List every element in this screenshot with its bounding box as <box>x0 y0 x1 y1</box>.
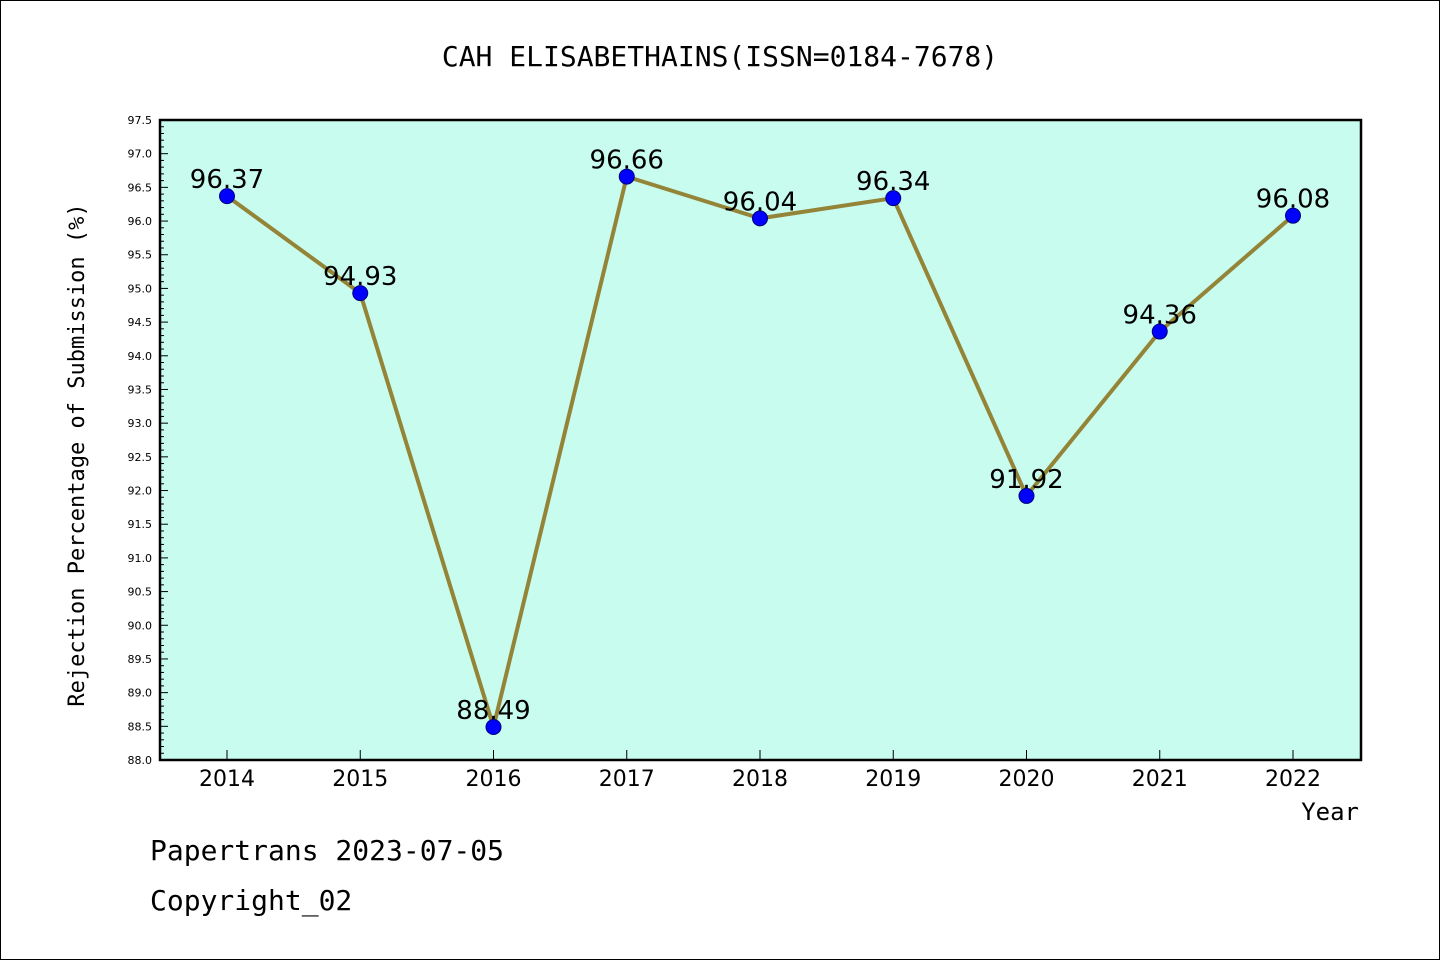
data-point-marker <box>752 210 768 227</box>
y-tick-label: 96.5 <box>128 181 153 194</box>
data-point-label: 94.36 <box>1123 301 1197 331</box>
x-tick-label: 2021 <box>1132 767 1188 792</box>
y-tick-label: 94.0 <box>128 350 153 363</box>
y-tick-label: 89.0 <box>128 687 153 700</box>
series-markers <box>219 168 1301 735</box>
data-point-marker <box>618 168 635 185</box>
data-point-label: 96.37 <box>190 165 264 195</box>
data-point-label: 88.49 <box>456 696 530 726</box>
x-tick-label: 2019 <box>865 767 921 792</box>
data-point-label: 96.04 <box>723 187 797 217</box>
data-point-label: 91.92 <box>989 465 1063 495</box>
y-tick-label: 90.5 <box>128 586 153 599</box>
footer-copyright: Copyright_02 <box>150 884 353 917</box>
data-point-marker <box>219 188 235 205</box>
y-tick-label: 92.0 <box>128 485 153 498</box>
plot-area <box>158 118 1363 762</box>
y-tick-label: 96.0 <box>128 215 153 228</box>
data-point-marker <box>352 285 369 302</box>
data-point-label: 94.93 <box>323 262 397 292</box>
data-point-marker <box>485 718 502 735</box>
y-tick-label: 95.5 <box>128 249 153 262</box>
y-tick-label: 88.5 <box>128 720 153 733</box>
data-point-marker <box>1151 323 1168 340</box>
y-tick-label: 88.0 <box>128 754 153 767</box>
y-tick-label: 92.5 <box>128 451 153 464</box>
y-tick-label: 94.5 <box>128 316 153 329</box>
y-tick-label: 91.0 <box>128 552 153 565</box>
y-axis-label: Rejection Percentage of Submission (%) <box>65 203 90 706</box>
y-tick-label: 93.0 <box>128 417 153 430</box>
y-tick-label: 97.5 <box>128 114 153 127</box>
data-point-marker <box>1018 487 1035 504</box>
y-tick-label: 97.0 <box>128 148 153 161</box>
x-tick-label: 2015 <box>332 767 388 792</box>
y-tick-label: 89.5 <box>128 653 153 666</box>
x-tick-label: 2016 <box>466 767 522 792</box>
data-point-marker <box>885 190 902 207</box>
x-tick-label: 2017 <box>599 767 655 792</box>
data-point-label: 96.34 <box>856 167 930 197</box>
x-tick-label: 2014 <box>199 767 255 792</box>
data-point-label: 96.66 <box>590 146 664 176</box>
data-labels: 96.37 94.93 88.49 96.66 96.04 96.34 91.92 94.36… <box>190 146 1330 726</box>
chart-title: CAH ELISABETHAINS(ISSN=0184-7678) <box>442 40 998 73</box>
y-tick-label: 93.5 <box>128 383 153 396</box>
x-tick-label: 2022 <box>1265 767 1321 792</box>
x-tick-label: 2020 <box>999 767 1055 792</box>
x-axis-label: Year <box>1301 798 1359 826</box>
y-tick-label: 91.5 <box>128 518 153 531</box>
data-point-label: 96.08 <box>1256 185 1330 215</box>
y-tick-label: 90.0 <box>128 619 153 632</box>
y-tick-label: 95.0 <box>128 282 153 295</box>
data-point-marker <box>1285 207 1301 224</box>
footer-date: Papertrans 2023-07-05 <box>150 834 505 867</box>
x-axis-ticks: 2014 2015 2016 2017 2018 2019 2020 2021 2022 <box>199 750 1321 792</box>
x-tick-label: 2018 <box>732 767 788 792</box>
y-axis-ticks: 88.0 88.5 89.0 89.5 90.0 90.5 91.0 91.5 92.0 92.5… <box>128 114 168 767</box>
